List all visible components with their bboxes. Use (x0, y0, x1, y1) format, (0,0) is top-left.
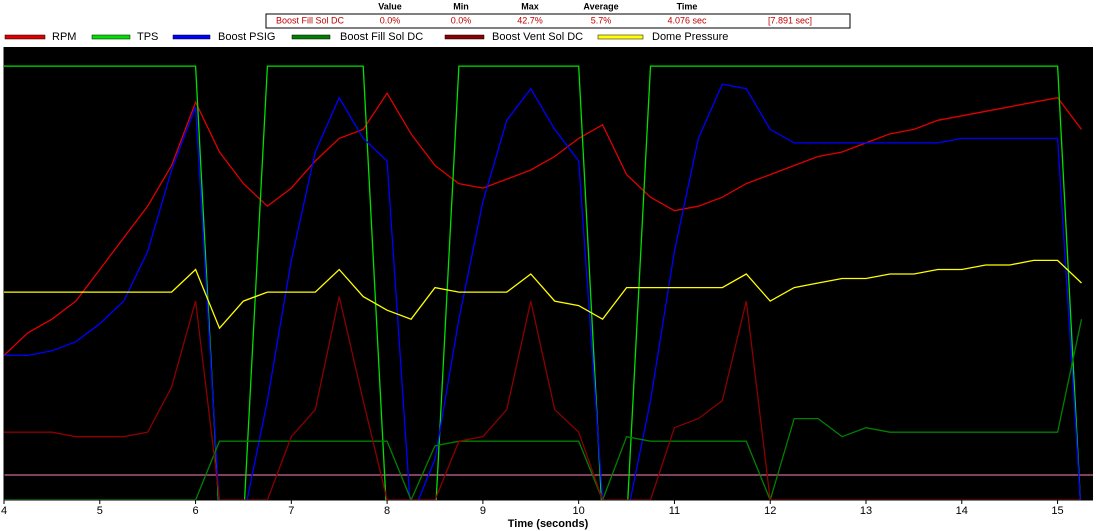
readout-header: Min (453, 1, 469, 11)
legend-swatch (597, 34, 644, 40)
readout-header: Value (378, 1, 402, 11)
legend-swatch (291, 34, 331, 40)
x-tick-label: 12 (764, 505, 776, 517)
series-line (4, 296, 1082, 500)
x-tick-label: 11 (669, 505, 680, 517)
legend-label: Boost Vent Sol DC (492, 31, 583, 43)
x-tick-label: 8 (384, 505, 390, 517)
readout-cell: 0.0% (451, 15, 472, 25)
legend-swatch (91, 34, 131, 40)
x-tick-label: 6 (192, 505, 198, 517)
readout-cell: [7.891 sec] (768, 15, 812, 25)
x-tick-label: 5 (97, 505, 103, 517)
x-tick-label: 7 (288, 505, 294, 517)
x-tick-label: 10 (573, 505, 585, 517)
readout-cell: Boost Fill Sol DC (276, 15, 345, 25)
readout-box (265, 13, 851, 29)
series-line (4, 319, 1083, 500)
series-line (4, 259, 1082, 330)
readout-cell: 4.076 sec (667, 15, 707, 25)
legend-label: RPM (52, 31, 76, 43)
x-tick-label: 9 (480, 505, 486, 517)
legend-swatch (172, 34, 211, 40)
legend-label: TPS (137, 31, 158, 43)
readout-header: Max (521, 1, 539, 11)
x-tick-label: 13 (860, 505, 872, 517)
legend-swatch (4, 34, 46, 40)
legend-label: Dome Pressure (652, 31, 728, 43)
readout-cell: 0.0% (380, 15, 401, 25)
readout-cell: 5.7% (591, 15, 612, 25)
series-line (4, 91, 1083, 356)
readout-header: Average (583, 1, 618, 11)
legend-label: Boost PSIG (218, 31, 275, 43)
x-tick-label: 4 (1, 505, 7, 517)
legend-swatch (444, 34, 485, 40)
x-axis-label: Time (seconds) (508, 518, 589, 530)
readout-cell: 42.7% (517, 15, 543, 25)
x-tick-label: 15 (1051, 505, 1063, 517)
series-line (4, 83, 1082, 500)
legend-label: Boost Fill Sol DC (340, 31, 423, 43)
x-tick-label: 14 (956, 505, 968, 517)
series-line (4, 65, 1081, 500)
readout-header: Time (677, 1, 698, 11)
